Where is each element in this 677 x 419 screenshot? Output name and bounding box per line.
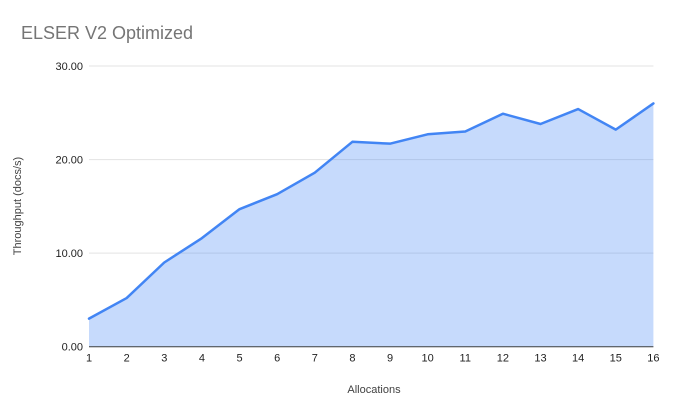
x-axis-title: Allocations: [347, 384, 401, 396]
x-tick-label: 9: [387, 353, 393, 365]
x-tick-label: 15: [610, 353, 622, 365]
x-tick-label: 3: [161, 353, 167, 365]
x-tick-label: 2: [124, 353, 130, 365]
x-tick-label: 14: [572, 353, 584, 365]
x-tick-label: 1: [86, 353, 92, 365]
x-tick-label: 13: [534, 353, 546, 365]
area-fill: [89, 103, 654, 347]
chart-title: ELSER V2 Optimized: [21, 23, 194, 43]
y-tick-label: 30.00: [55, 61, 83, 73]
y-tick-label: 10.00: [55, 248, 83, 260]
x-tick-label: 10: [422, 353, 434, 365]
x-tick-label: 7: [312, 353, 318, 365]
x-tick-label: 11: [460, 353, 471, 365]
x-tick-label: 6: [274, 353, 280, 365]
x-tick-label: 16: [647, 353, 659, 365]
x-tick-label: 12: [497, 353, 509, 365]
x-tick-label: 8: [349, 353, 355, 365]
x-tick-label: 5: [236, 353, 242, 365]
y-tick-label: 0.00: [62, 342, 83, 354]
y-tick-label: 20.00: [55, 155, 83, 167]
y-axis-title: Throughput (docs/s): [12, 156, 24, 256]
x-tick-label: 4: [199, 353, 205, 365]
series-line: [87, 102, 655, 320]
